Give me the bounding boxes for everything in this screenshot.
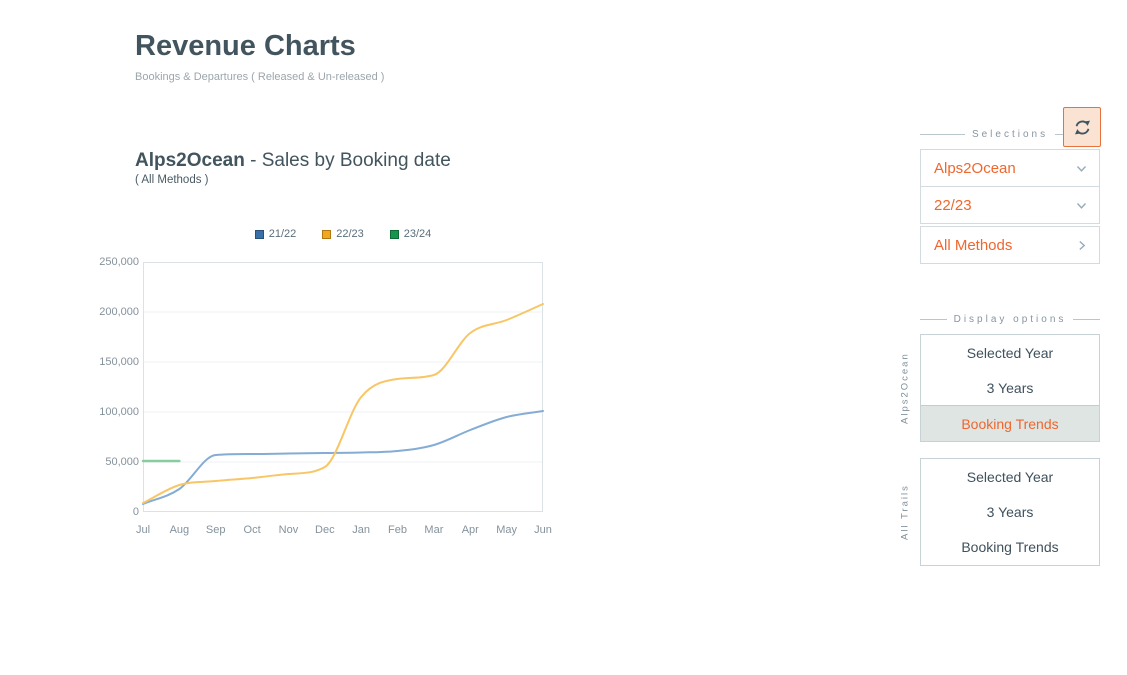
selections-label: Selections: [971, 129, 1049, 140]
legend-label: 21/22: [268, 228, 297, 240]
chevron-down-icon: [1076, 202, 1087, 209]
chevron-down-icon: [1076, 165, 1087, 172]
option-all-trails-selected-year[interactable]: Selected Year: [966, 468, 1054, 485]
option-alps2ocean-3-years[interactable]: 3 Years: [986, 379, 1034, 396]
chart-area: 21/22 22/23 23/24 0 50,000 100,000 150,000 200…: [95, 228, 565, 548]
legend-swatch: [254, 229, 264, 239]
refresh-button[interactable]: [1063, 107, 1101, 147]
option-all-trails-3-years[interactable]: 3 Years: [986, 503, 1034, 520]
x-axis-tick: Oct: [243, 524, 261, 536]
dropdown-22-23[interactable]: 22/23: [920, 186, 1100, 224]
sync-icon: [1074, 120, 1090, 134]
page-header: Revenue Charts Bookings & Departures ( R…: [135, 30, 384, 83]
display-options-group-alps2ocean: Selected Year 3 Years Booking Trends: [920, 334, 1100, 442]
chevron-right-icon: [1079, 240, 1086, 250]
legend-swatch: [389, 229, 399, 239]
x-axis-tick: Nov: [278, 524, 299, 536]
x-axis-tick: Apr: [461, 524, 479, 536]
x-axis-tick: Feb: [388, 524, 408, 536]
chart-title-trail-name: Alps2Ocean: [135, 150, 245, 171]
legend-item-21-22[interactable]: 21/22: [254, 228, 297, 240]
y-axis-tick: 100,000: [99, 405, 139, 418]
chart-title-block: Alps2Ocean - Sales by Booking date ( All…: [135, 150, 451, 186]
group-label-all-trails: All Trails: [899, 484, 911, 540]
divider-line: [1073, 319, 1100, 320]
series-line-22-23: [142, 303, 544, 504]
dropdown-value: 22/23: [934, 196, 972, 214]
series-line-21-22: [142, 410, 544, 505]
x-axis-tick: Jun: [534, 524, 552, 536]
legend-swatch: [322, 229, 332, 239]
chart-title: Alps2Ocean - Sales by Booking date: [135, 150, 451, 172]
page-title: Revenue Charts: [135, 30, 356, 62]
divider-line: [920, 319, 947, 320]
line-chart-plot: [141, 262, 544, 512]
divider-line: [920, 134, 965, 135]
display-options-label: Display options: [953, 314, 1067, 325]
x-axis-tick: Aug: [169, 524, 190, 536]
chart-legend: 21/22 22/23 23/24: [143, 228, 543, 240]
y-axis-tick: 200,000: [99, 305, 139, 318]
display-options-group-all-trails: Selected Year 3 Years Booking Trends: [920, 458, 1100, 566]
dropdown-value: Alps2Ocean: [934, 159, 1016, 177]
y-axis-tick: 50,000: [105, 455, 139, 468]
option-alps2ocean-selected-year[interactable]: Selected Year: [966, 344, 1054, 361]
page-subtitle: Bookings & Departures ( Released & Un-re…: [135, 71, 385, 83]
y-axis-tick: 0: [132, 505, 139, 518]
y-axis-tick: 150,000: [99, 355, 139, 368]
y-axis-tick: 250,000: [99, 255, 139, 268]
legend-item-23-24[interactable]: 23/24: [389, 228, 432, 240]
x-axis-tick: Jan: [352, 524, 371, 536]
option-alps2ocean-booking-trends[interactable]: Booking Trends: [921, 405, 1099, 441]
group-label-alps2ocean: Alps2Ocean: [899, 352, 911, 424]
legend-label: 22/23: [336, 228, 364, 240]
x-axis-tick: May: [496, 524, 518, 536]
display-options-header: Display options: [920, 314, 1100, 325]
x-axis-tick: Mar: [424, 524, 444, 536]
chart-title-suffix: - Sales by Booking date: [244, 150, 451, 171]
dropdown-alps2ocean[interactable]: Alps2Ocean: [920, 149, 1100, 187]
dropdown-all-methods[interactable]: All Methods: [920, 226, 1100, 264]
chart-subtitle: ( All Methods ): [135, 174, 209, 186]
selection-dropdowns: Alps2Ocean 22/23 All Methods: [920, 149, 1100, 264]
legend-label: 23/24: [403, 228, 432, 240]
x-axis-tick: Sep: [205, 524, 226, 536]
option-all-trails-booking-trends[interactable]: Booking Trends: [961, 539, 1059, 556]
x-axis-tick: Jul: [135, 524, 151, 536]
legend-item-22-23[interactable]: 22/23: [322, 228, 364, 240]
x-axis-tick: Dec: [315, 524, 335, 536]
dropdown-value: All Methods: [934, 236, 1013, 254]
